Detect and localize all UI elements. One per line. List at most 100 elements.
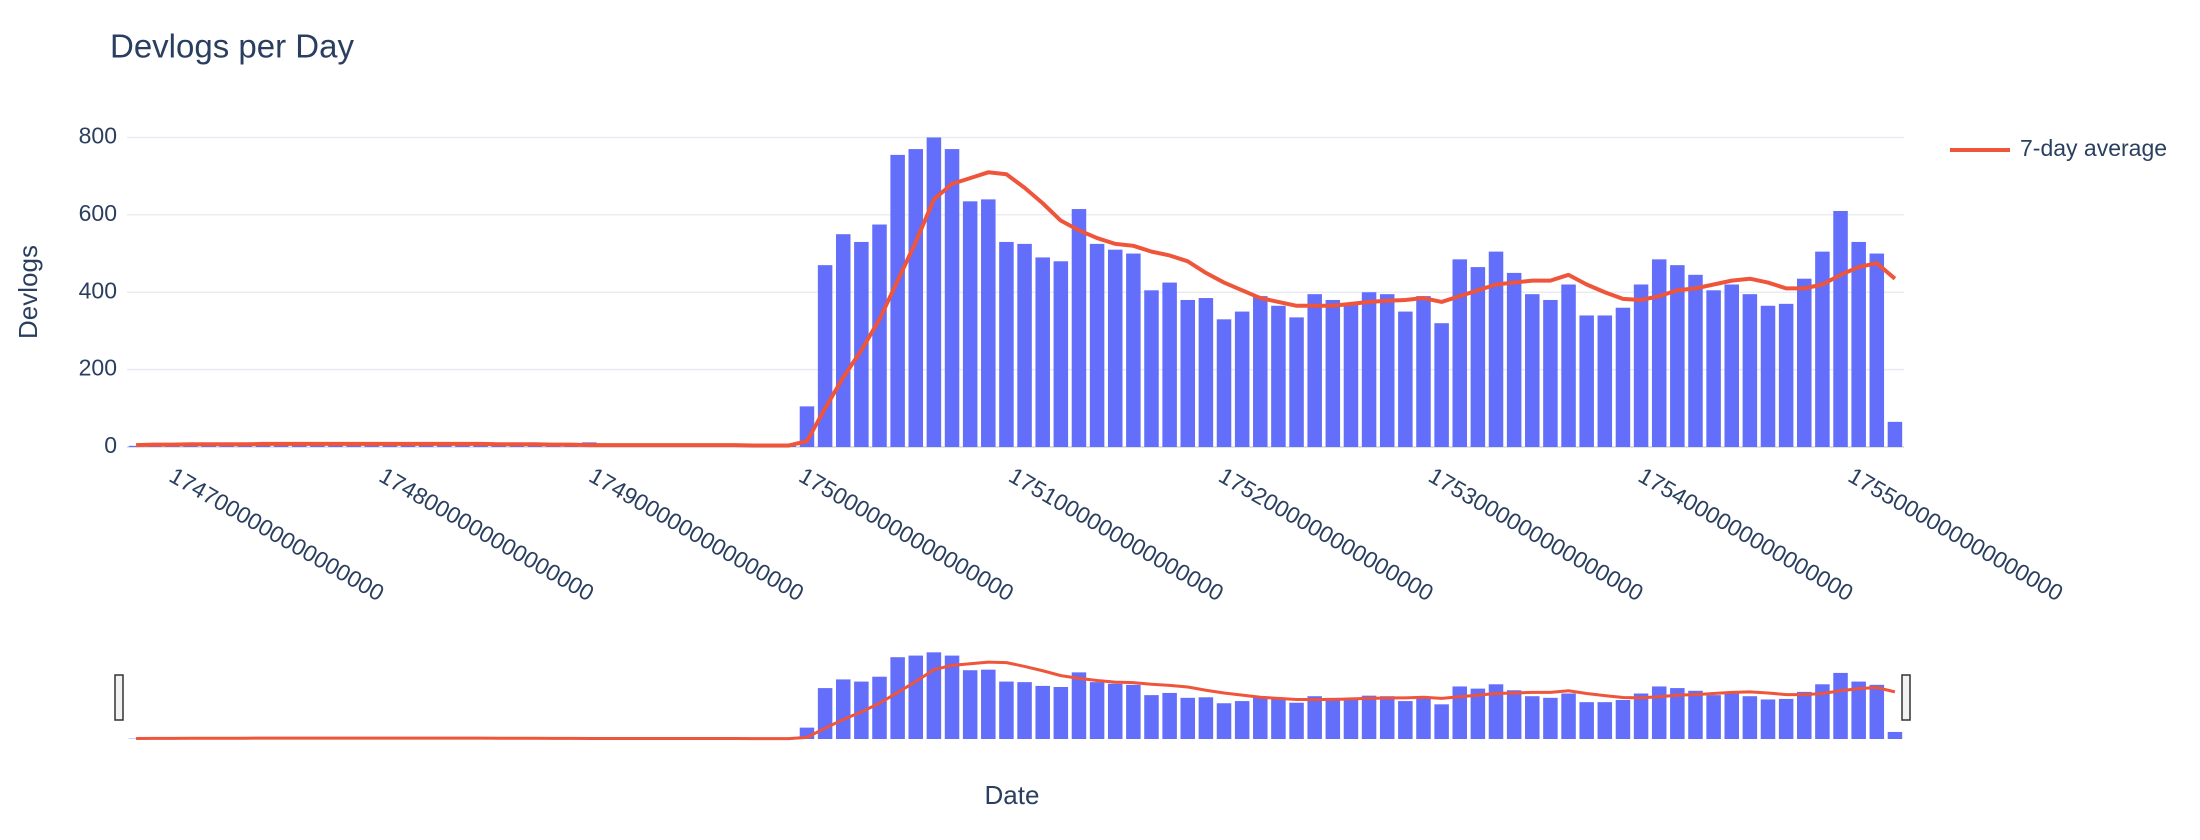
y-tick-label: 400 [79, 277, 117, 303]
bar [1398, 701, 1413, 739]
bar [1815, 684, 1830, 739]
bar [1869, 253, 1885, 447]
bar [1198, 697, 1214, 739]
bar [999, 681, 1014, 739]
legend-label: 7-day average [2020, 135, 2167, 161]
bar [854, 241, 869, 447]
bar [1797, 278, 1812, 447]
bar [981, 669, 996, 739]
y-tick-label: 0 [104, 432, 117, 458]
bar [1506, 272, 1522, 447]
bar [1670, 688, 1685, 739]
bar [908, 149, 924, 448]
bar [1126, 253, 1141, 447]
x-axis-title: Date [985, 780, 1040, 810]
bar [1434, 704, 1449, 739]
x-tick-label: 1751000000000000000 [1005, 462, 1228, 606]
bar [1379, 696, 1395, 739]
bar [1488, 684, 1504, 739]
line [136, 170, 1897, 448]
bar [1651, 686, 1667, 739]
bar [1579, 315, 1594, 447]
bar [1579, 702, 1594, 739]
bar [1162, 692, 1177, 739]
y-tick-label: 600 [79, 200, 117, 226]
bar [1253, 296, 1268, 447]
range-slider-handle[interactable] [114, 674, 124, 721]
bar [1633, 693, 1649, 739]
chart-title: Devlogs per Day [110, 28, 354, 65]
bar [1760, 699, 1776, 739]
bar [1089, 682, 1105, 739]
bar [1452, 686, 1468, 739]
bar [999, 241, 1014, 447]
bar [1525, 696, 1540, 739]
bar [1343, 698, 1359, 739]
bar [1398, 311, 1413, 447]
bar [1869, 684, 1885, 739]
bar [1525, 294, 1540, 447]
bar [1416, 696, 1431, 739]
bar [1144, 695, 1159, 739]
y-tick-label: 200 [79, 355, 117, 381]
bar [1053, 261, 1069, 447]
range-slider[interactable] [128, 652, 1903, 741]
bar [1379, 294, 1395, 447]
bar [1506, 690, 1522, 739]
x-tick-label: 1747000000000000000 [165, 462, 388, 606]
bar [1271, 699, 1286, 739]
x-tick-label: 1749000000000000000 [585, 462, 808, 606]
bar [926, 137, 942, 447]
bar [1017, 243, 1032, 447]
bar [944, 149, 960, 448]
bar [1851, 241, 1866, 447]
bar [1434, 323, 1449, 447]
bar [926, 652, 942, 739]
bar [1615, 700, 1631, 739]
bar [962, 670, 978, 739]
bar [1561, 693, 1576, 739]
bar [1851, 681, 1866, 739]
bar [1416, 296, 1431, 447]
bar [1144, 290, 1159, 447]
bar [1035, 685, 1050, 739]
bar [1325, 299, 1341, 447]
range-slider-handle[interactable] [1901, 674, 1911, 721]
bar [1724, 693, 1739, 739]
bar [1253, 696, 1268, 739]
bar [1778, 303, 1794, 447]
bar [1216, 319, 1232, 447]
bar [1742, 696, 1758, 739]
bar [1706, 695, 1721, 739]
bar [1234, 311, 1250, 447]
bar [1651, 259, 1667, 447]
bar [1688, 690, 1703, 739]
bar [1670, 265, 1685, 447]
bar [1452, 259, 1468, 447]
bar [1307, 294, 1322, 447]
bar [1561, 284, 1576, 447]
bar [1289, 702, 1304, 739]
bar [890, 657, 905, 739]
bar [1325, 697, 1341, 739]
bar [1724, 284, 1739, 447]
bar [835, 234, 851, 447]
bar [1289, 317, 1304, 447]
bar [1543, 299, 1558, 447]
x-tick-label: 1750000000000000000 [795, 462, 1018, 606]
line [136, 660, 1896, 741]
bar [1180, 299, 1196, 447]
x-tick-label: 1748000000000000000 [375, 462, 598, 606]
bar [1742, 294, 1758, 447]
plot-area [128, 137, 1903, 448]
bar [1017, 682, 1032, 739]
bar [128, 445, 144, 447]
bar [872, 676, 887, 739]
bar [1688, 274, 1703, 447]
bar [1089, 243, 1105, 447]
x-tick-label: 1753000000000000000 [1424, 462, 1647, 606]
bar [1887, 731, 1903, 739]
x-tick-label: 1754000000000000000 [1634, 462, 1857, 606]
bar [1470, 267, 1486, 447]
